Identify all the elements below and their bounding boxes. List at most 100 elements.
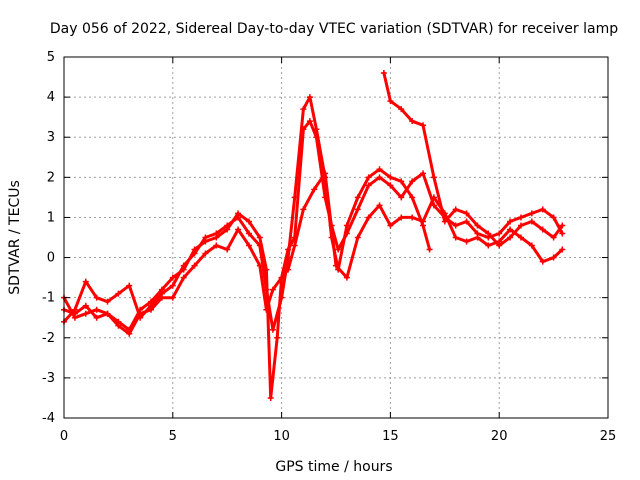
y-tick-label: -4 [42, 411, 55, 426]
data-point [528, 210, 535, 217]
data-point [474, 222, 481, 229]
data-point [559, 230, 566, 237]
data-point [354, 234, 361, 241]
data-point [517, 234, 524, 241]
data-point [213, 234, 220, 241]
data-point [365, 214, 372, 221]
data-point [528, 242, 535, 249]
data-point [256, 234, 263, 241]
data-point [169, 282, 176, 289]
data-point [126, 282, 133, 289]
data-point [148, 306, 155, 313]
data-point [409, 194, 416, 201]
data-point [245, 242, 252, 249]
data-point [380, 70, 387, 77]
data-point [474, 234, 481, 241]
data-point [180, 274, 187, 281]
data-series [61, 70, 566, 401]
data-point [559, 222, 566, 229]
data-point [387, 222, 394, 229]
data-point [274, 334, 281, 341]
y-tick-label: 5 [47, 50, 55, 65]
x-tick-label: 5 [169, 429, 177, 444]
data-point [387, 182, 394, 189]
data-point [224, 246, 231, 253]
series-4-points [380, 70, 566, 249]
plot-frame [63, 56, 609, 419]
data-point [398, 106, 405, 113]
data-point [463, 210, 470, 217]
data-point [517, 222, 524, 229]
data-point [82, 310, 89, 317]
data-point [452, 206, 459, 213]
data-point [169, 294, 176, 301]
data-point [409, 118, 416, 125]
data-point [256, 262, 263, 269]
data-point [507, 234, 514, 241]
data-point [539, 258, 546, 265]
data-point [169, 274, 176, 281]
data-point [507, 218, 514, 225]
data-point [354, 206, 361, 213]
data-point [300, 106, 307, 113]
data-point [343, 274, 350, 281]
data-point [148, 298, 155, 305]
data-point [202, 250, 209, 257]
data-point [82, 302, 89, 309]
data-point [104, 298, 111, 305]
data-point [126, 330, 133, 337]
data-point [559, 246, 566, 253]
data-point [300, 126, 307, 133]
y-axis-label: SDTVAR / TECUs [7, 180, 23, 295]
data-point [426, 246, 433, 253]
chart-title: Day 056 of 2022, Sidereal Day-to-day VTE… [50, 21, 618, 37]
data-point [452, 222, 459, 229]
data-point [420, 122, 427, 129]
data-point [115, 290, 122, 297]
data-point [343, 230, 350, 237]
data-point [269, 286, 276, 293]
data-point [496, 230, 503, 237]
data-point [245, 230, 252, 237]
data-point [376, 202, 383, 209]
data-point [180, 266, 187, 273]
data-point [485, 230, 492, 237]
y-tick-label: -3 [42, 371, 55, 386]
axis-ticks: 0 5 10 15 20 25 -4 -3 -2 -1 0 1 2 3 4 5 [42, 50, 616, 444]
data-point [213, 242, 220, 249]
data-point [409, 214, 416, 221]
x-tick-label: 0 [60, 429, 68, 444]
data-point [306, 94, 313, 101]
data-point [517, 214, 524, 221]
data-point [376, 174, 383, 181]
data-point [463, 238, 470, 245]
x-tick-label: 15 [382, 429, 399, 444]
data-point [333, 262, 339, 269]
data-point [93, 314, 100, 321]
data-point [539, 226, 546, 233]
data-point [430, 194, 437, 201]
data-point [71, 314, 78, 321]
data-point [263, 266, 270, 273]
data-point [104, 310, 111, 317]
data-point [528, 218, 535, 225]
data-point [507, 226, 514, 233]
data-point [93, 294, 100, 301]
data-point [269, 326, 276, 333]
data-point [93, 306, 100, 313]
x-tick-label: 10 [273, 429, 290, 444]
y-tick-label: 1 [47, 210, 55, 225]
data-point [387, 98, 394, 105]
data-point [387, 174, 394, 181]
data-point [550, 214, 557, 221]
x-tick-label: 20 [491, 429, 508, 444]
data-point [430, 174, 437, 181]
data-point [245, 218, 252, 225]
data-point [365, 182, 372, 189]
data-point [550, 254, 557, 261]
data-point [452, 234, 459, 241]
data-point [313, 134, 320, 141]
data-point [420, 170, 427, 177]
data-point [285, 266, 292, 273]
